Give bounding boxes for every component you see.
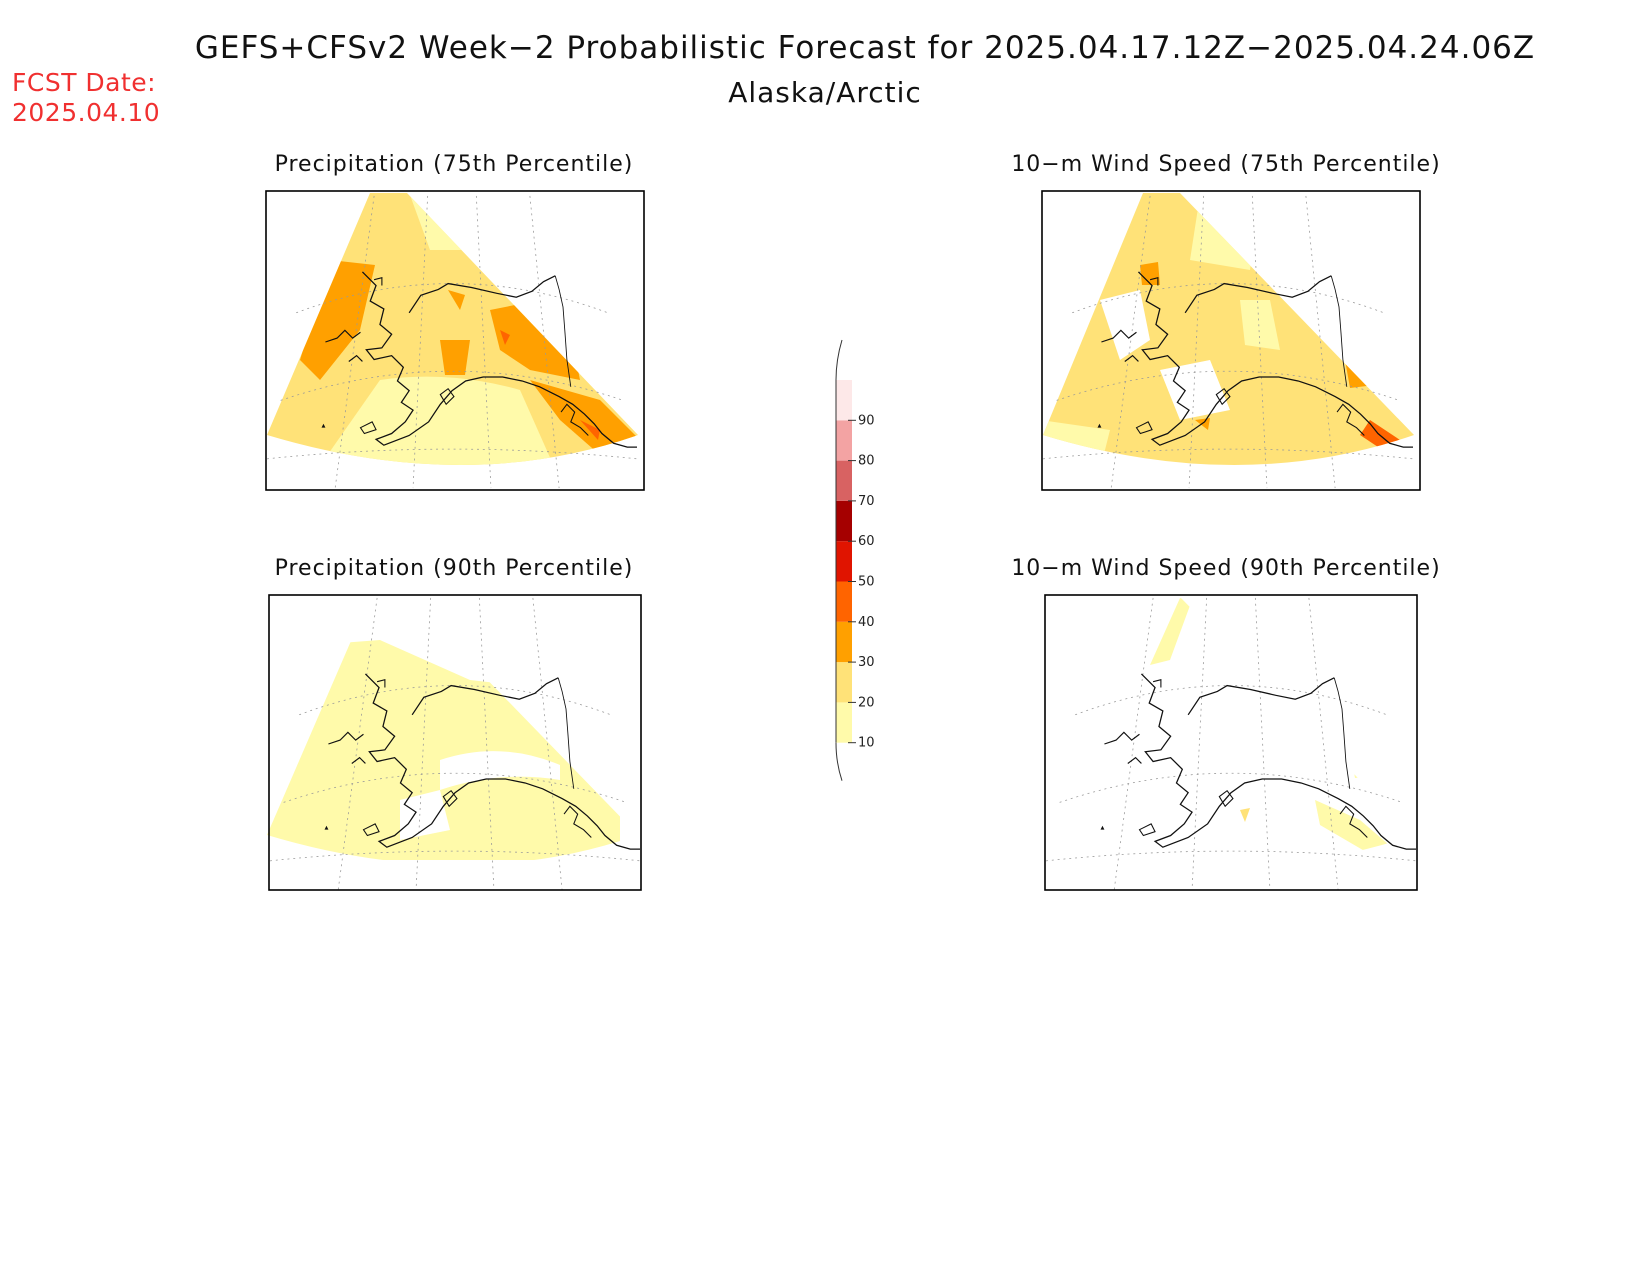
colorbar-swatch-40 <box>836 581 852 622</box>
region-title: Alaska/Arctic <box>728 76 922 109</box>
fcst-date-label: FCST Date: <box>12 68 157 97</box>
colorbar: 10 20 30 40 50 60 70 80 90 <box>835 339 875 781</box>
wind-90th-title: 10−m Wind Speed (90th Percentile) <box>1011 556 1441 581</box>
colorbar-swatch-60 <box>836 500 852 542</box>
colorbar-swatch-10 <box>836 702 852 743</box>
colorbar-bottom-cap <box>835 742 843 781</box>
precip-90th-panel <box>267 594 642 891</box>
colorbar-top-cap <box>835 339 843 381</box>
colorbar-swatch-70 <box>836 460 852 501</box>
colorbar-label-50: 50 <box>858 575 875 590</box>
colorbar-label-10: 10 <box>858 736 875 751</box>
colorbar-label-90: 90 <box>858 413 875 428</box>
precip-75th-panel <box>265 190 645 491</box>
wind-75th-panel <box>1041 190 1421 491</box>
precip-90th-title: Precipitation (90th Percentile) <box>274 556 634 581</box>
colorbar-label-30: 30 <box>858 655 875 670</box>
colorbar-label-80: 80 <box>858 454 875 469</box>
colorbar-swatch-50 <box>836 541 852 582</box>
fcst-date-value: 2025.04.10 <box>12 98 161 127</box>
colorbar-swatch-80 <box>836 420 852 461</box>
colorbar-label-70: 70 <box>858 494 875 509</box>
colorbar-label-60: 60 <box>858 534 875 549</box>
wind-75th-title: 10−m Wind Speed (75th Percentile) <box>1011 152 1441 177</box>
colorbar-label-40: 40 <box>858 615 875 630</box>
precip-75th-title: Precipitation (75th Percentile) <box>274 152 634 177</box>
colorbar-swatch-20 <box>836 662 852 703</box>
wind-90th-panel <box>1044 594 1418 891</box>
main-title: GEFS+CFSv2 Week−2 Probabilistic Forecast… <box>194 30 1536 66</box>
colorbar-swatch-30 <box>836 621 852 663</box>
colorbar-swatch-90 <box>836 380 852 421</box>
colorbar-label-20: 20 <box>858 695 875 710</box>
